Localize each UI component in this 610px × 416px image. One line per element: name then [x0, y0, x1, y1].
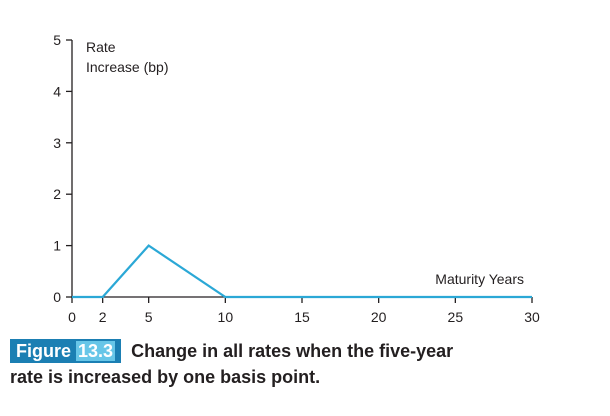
y-tick-label: 2 [53, 186, 61, 202]
x-tick-label: 2 [99, 309, 107, 325]
y-tick-label: 1 [53, 238, 61, 254]
y-axis: 0 1 2 3 4 5 [53, 32, 73, 305]
x-axis-label: Maturity Years [435, 271, 524, 287]
x-axis: 0 2 5 10 15 20 25 30 [68, 296, 540, 325]
x-tick-label: 10 [218, 309, 234, 325]
x-tick-label: 0 [68, 309, 76, 325]
x-tick-label: 30 [524, 309, 540, 325]
x-tick-label: 5 [145, 309, 153, 325]
y-tick-label: 3 [53, 135, 61, 151]
caption-line-1: Figure 13.3 Change in all rates when the … [10, 338, 600, 364]
caption-text-line1: Change in all rates when the five-year [131, 341, 454, 361]
series-group [72, 244, 532, 299]
figure-word: Figure [16, 341, 72, 361]
figure-badge: Figure 13.3 [10, 339, 122, 363]
y-axis-label-line2: Increase (bp) [86, 59, 168, 75]
y-tick-label: 5 [53, 32, 61, 48]
series-line [72, 244, 532, 299]
y-axis-label-line1: Rate [86, 39, 116, 55]
figure-number: 13.3 [76, 341, 116, 361]
x-tick-label: 20 [371, 309, 387, 325]
figure-caption: Figure 13.3 Change in all rates when the … [10, 338, 600, 390]
y-tick-label: 4 [53, 83, 61, 99]
x-tick-label: 25 [448, 309, 464, 325]
caption-text-line2: rate is increased by one basis point. [10, 367, 321, 387]
x-tick-label: 15 [294, 309, 310, 325]
y-tick-label: 0 [53, 289, 61, 305]
